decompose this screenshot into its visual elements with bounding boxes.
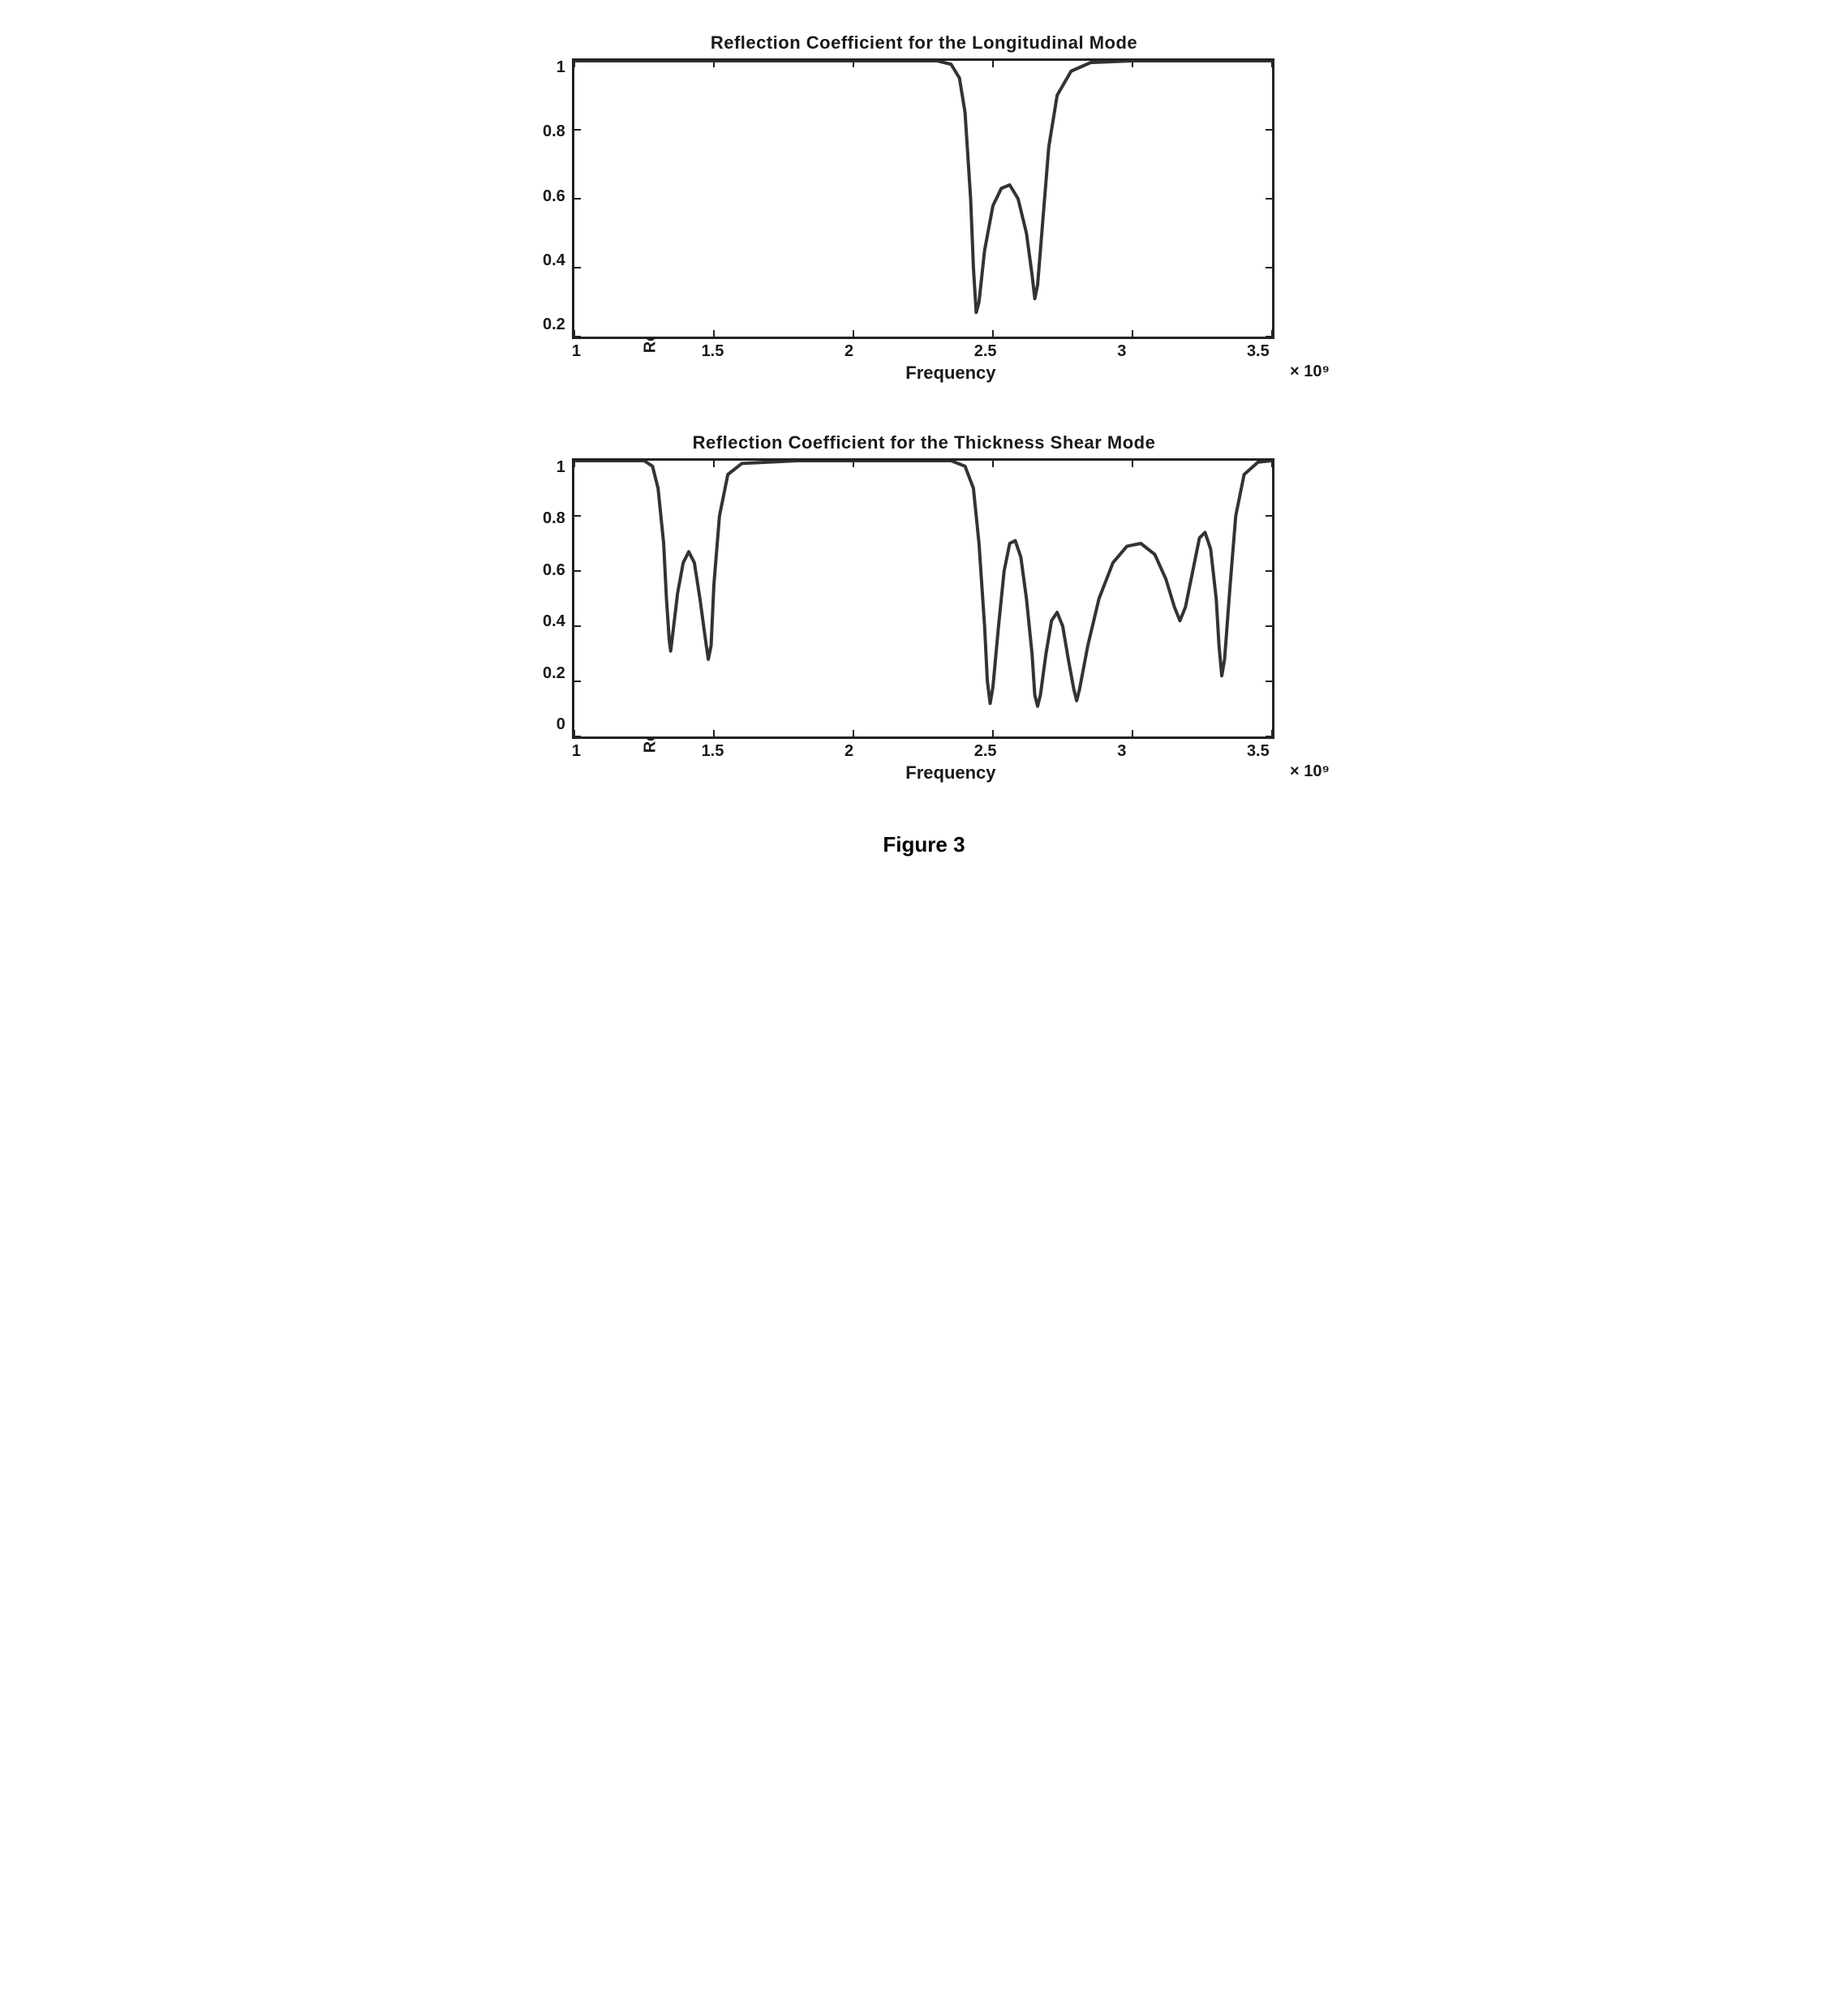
figure-container: Reflection Coefficient for the Longitudi… [518, 32, 1330, 857]
chart-1-exponent: × 10⁹ [1290, 363, 1330, 381]
chart-2-exponent: × 10⁹ [1290, 762, 1330, 781]
chart-1: Reflection Coefficient for the Longitudi… [518, 32, 1330, 384]
xtick-label: 1.5 [702, 742, 724, 761]
chart-1-xlabel: Frequency [905, 363, 995, 383]
chart-2-plotbox [572, 458, 1274, 739]
figure-caption: Figure 3 [518, 832, 1330, 857]
xtick-label: 3.5 [1247, 342, 1270, 361]
chart-2-title: Reflection Coefficient for the Thickness… [518, 432, 1330, 453]
xtick-label: 3 [1117, 742, 1126, 761]
xtick-label: 3.5 [1247, 742, 1270, 761]
chart-1-plotbox [572, 58, 1274, 339]
chart-2-yticks: 1 0.8 0.6 0.4 0.2 0 [543, 458, 572, 734]
xtick-label: 2.5 [974, 342, 997, 361]
ytick-label: 1 [557, 458, 565, 477]
xtick-label: 2.5 [974, 742, 997, 761]
ytick-label: 0.4 [543, 612, 565, 631]
ytick-label: 0.6 [543, 187, 565, 206]
xtick-label: 2 [844, 342, 853, 361]
ytick-label: 0 [557, 715, 565, 734]
ytick-label: 0.4 [543, 251, 565, 270]
chart-1-svg [574, 61, 1272, 337]
chart-1-xticks: 1 1.5 2 2.5 3 3.5 [572, 342, 1270, 361]
ytick-label: 0.6 [543, 561, 565, 580]
xtick-label: 1 [572, 742, 581, 761]
xtick-label: 3 [1117, 342, 1126, 361]
chart-2-svg [574, 461, 1272, 736]
chart-2-xticks: 1 1.5 2 2.5 3 3.5 [572, 742, 1270, 761]
xtick-label: 1 [572, 342, 581, 361]
chart-1-title: Reflection Coefficient for the Longitudi… [518, 32, 1330, 54]
xtick-label: 1.5 [702, 342, 724, 361]
chart-1-yticks: 1 0.8 0.6 0.4 0.2 [543, 58, 572, 334]
ytick-label: 0.8 [543, 509, 565, 528]
chart-2-xlabel: Frequency [905, 762, 995, 783]
ytick-label: 0.2 [543, 664, 565, 683]
ytick-label: 0.8 [543, 122, 565, 141]
ytick-label: 0.2 [543, 316, 565, 334]
ytick-label: 1 [557, 58, 565, 77]
chart-2: Reflection Coefficient for the Thickness… [518, 432, 1330, 784]
xtick-label: 2 [844, 742, 853, 761]
